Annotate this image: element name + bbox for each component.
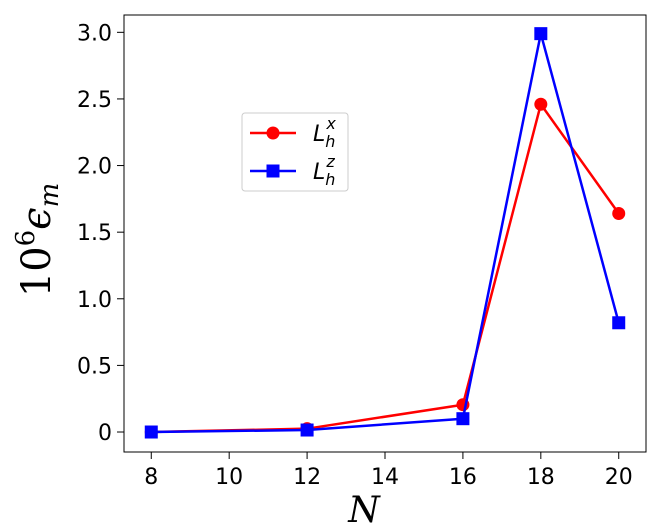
x-tick-label: 10 xyxy=(215,465,243,490)
legend-marker-x xyxy=(266,126,280,140)
data-point xyxy=(534,97,548,111)
y-axis-label-symbol: ϵ xyxy=(14,207,60,229)
y-axis-label-sub: m xyxy=(35,183,65,208)
legend: Lhx Lhz xyxy=(241,112,349,192)
x-axis-label: N xyxy=(347,490,381,529)
x-tick-label: 18 xyxy=(527,465,555,490)
data-point xyxy=(612,207,626,221)
series-line xyxy=(151,103,620,434)
y-tick-label: 0.5 xyxy=(77,354,112,379)
x-tick-label: 14 xyxy=(371,465,399,490)
data-point xyxy=(456,412,470,426)
y-axis-label: 106ϵm xyxy=(11,183,65,298)
legend-label-x: Lhx xyxy=(313,114,336,151)
data-point xyxy=(300,423,314,437)
x-tick-label: 16 xyxy=(449,465,477,490)
x-tick-label: 12 xyxy=(293,465,321,490)
svg-text:106ϵm: 106ϵm xyxy=(11,183,65,298)
y-tick-label: 1.5 xyxy=(77,221,112,246)
data-point xyxy=(612,316,626,330)
plot-area xyxy=(123,14,647,453)
plot-frame xyxy=(123,14,647,453)
y-tick-label: 1.0 xyxy=(77,288,112,313)
data-point xyxy=(534,27,548,41)
legend-label-z: Lhz xyxy=(313,152,335,189)
x-tick-label: 20 xyxy=(605,465,633,490)
y-tick-label: 0 xyxy=(98,421,112,446)
y-axis-label-exp: 6 xyxy=(11,230,41,247)
series-lhx xyxy=(144,97,626,439)
series-lhz xyxy=(144,27,626,439)
axis-ticks: 8 10 12 14 16 18 20 0 0.5 1.0 1.5 2.0 2.5 3.0 xyxy=(77,21,633,490)
y-tick-label: 3.0 xyxy=(77,21,112,46)
y-tick-label: 2.5 xyxy=(77,88,112,113)
x-tick-label: 8 xyxy=(144,465,158,490)
data-point xyxy=(144,425,158,439)
y-tick-label: 2.0 xyxy=(77,155,112,180)
series-layer xyxy=(144,27,626,439)
y-axis-label-base: 10 xyxy=(14,246,60,297)
legend-marker-z xyxy=(266,164,280,178)
series-line xyxy=(151,32,620,434)
